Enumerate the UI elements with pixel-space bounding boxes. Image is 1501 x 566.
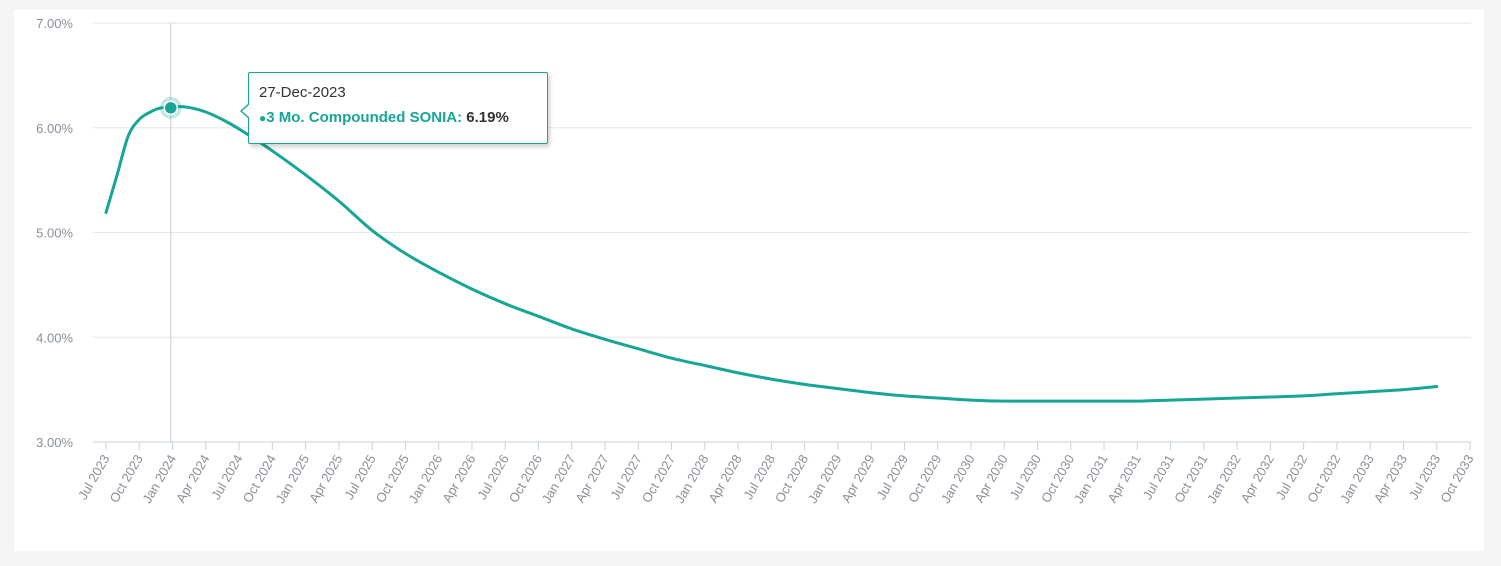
x-tick-label: Jul 2027 (607, 452, 645, 502)
x-tick-label: Apr 2025 (306, 452, 345, 505)
x-tick-label: Jul 2024 (208, 452, 246, 502)
x-tick-label: Apr 2032 (1238, 452, 1277, 505)
x-tick-label: Apr 2026 (439, 452, 478, 505)
tooltip-value: 6.19% (466, 109, 509, 126)
tooltip-series-row: ●3 Mo. Compounded SONIA: 6.19% (259, 108, 537, 128)
series-line-3-mo-compounded-sonia[interactable] (104, 105, 1439, 403)
x-tick-label: Apr 2031 (1105, 452, 1144, 505)
x-tick-label: Apr 2028 (705, 452, 744, 505)
hover-point[interactable] (163, 100, 178, 116)
x-tick-label: Apr 2030 (971, 452, 1010, 505)
y-tick-label: 7.00% (36, 16, 73, 31)
tooltip-series-name: 3 Mo. Compounded SONIA (266, 109, 458, 126)
x-tick-label: Jul 2030 (1007, 452, 1045, 502)
grid-layer (93, 22, 1471, 338)
y-tick-label: 4.00% (36, 330, 73, 345)
x-tick-label: Apr 2029 (838, 452, 877, 505)
x-axis (93, 441, 1471, 450)
x-tick-label: Jul 2032 (1273, 452, 1311, 502)
x-tick-label: Jul 2033 (1406, 452, 1444, 502)
tooltip-separator: : (457, 109, 463, 126)
chart-card: 3.00% 4.00% 5.00% 6.00% 7.00% Jul 2023 Oct 20… (14, 10, 1484, 551)
y-tick-label: 5.00% (36, 226, 73, 241)
x-tick-label: Jul 2025 (341, 452, 379, 502)
x-tick-label: Apr 2027 (572, 452, 611, 505)
x-tick-label: Jul 2028 (740, 452, 778, 502)
x-tick-label: Jul 2029 (873, 452, 911, 502)
x-tick-label: Apr 2033 (1371, 452, 1410, 505)
tooltip-date: 27-Dec-2023 (259, 84, 346, 101)
x-tick-label: Jul 2026 (474, 452, 512, 502)
x-tick-label: Jul 2031 (1140, 452, 1178, 502)
y-tick-label: 3.00% (36, 435, 73, 450)
x-tick-label: Jul 2023 (75, 452, 113, 502)
y-tick-label: 6.00% (36, 121, 73, 136)
y-axis-labels: 3.00% 4.00% 5.00% 6.00% 7.00% (36, 16, 73, 450)
x-tick-label: Apr 2024 (173, 452, 212, 505)
tooltip: 27-Dec-2023 ●3 Mo. Compounded SONIA: 6.1… (240, 72, 548, 144)
x-tick-label: Oct 2033 (1437, 452, 1476, 505)
tooltip-arrow (240, 103, 250, 119)
series-dot-icon: ● (259, 111, 267, 125)
